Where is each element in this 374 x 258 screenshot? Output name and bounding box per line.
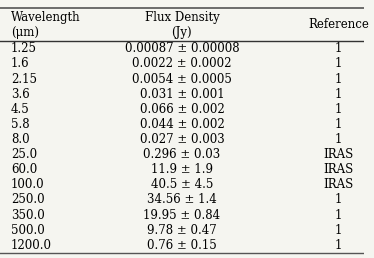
- Text: 1: 1: [335, 208, 342, 222]
- Text: 1: 1: [335, 133, 342, 146]
- Text: 0.0022 ± 0.0002: 0.0022 ± 0.0002: [132, 58, 232, 70]
- Text: 2.15: 2.15: [11, 72, 37, 86]
- Text: 0.027 ± 0.003: 0.027 ± 0.003: [140, 133, 224, 146]
- Text: 25.0: 25.0: [11, 148, 37, 161]
- Text: 1.25: 1.25: [11, 42, 37, 55]
- Text: 1: 1: [335, 72, 342, 86]
- Text: IRAS: IRAS: [323, 148, 353, 161]
- Text: 1: 1: [335, 118, 342, 131]
- Text: 0.0054 ± 0.0005: 0.0054 ± 0.0005: [132, 72, 232, 86]
- Text: 0.066 ± 0.002: 0.066 ± 0.002: [140, 103, 224, 116]
- Text: 1.6: 1.6: [11, 58, 30, 70]
- Text: 1: 1: [335, 224, 342, 237]
- Text: 1200.0: 1200.0: [11, 239, 52, 252]
- Text: 0.00087 ± 0.00008: 0.00087 ± 0.00008: [125, 42, 239, 55]
- Text: 0.296 ± 0.03: 0.296 ± 0.03: [143, 148, 221, 161]
- Text: 1: 1: [335, 42, 342, 55]
- Text: 500.0: 500.0: [11, 224, 45, 237]
- Text: 40.5 ± 4.5: 40.5 ± 4.5: [151, 178, 213, 191]
- Text: 0.031 ± 0.001: 0.031 ± 0.001: [140, 88, 224, 101]
- Text: 4.5: 4.5: [11, 103, 30, 116]
- Text: 250.0: 250.0: [11, 194, 45, 206]
- Text: 9.78 ± 0.47: 9.78 ± 0.47: [147, 224, 217, 237]
- Text: 60.0: 60.0: [11, 163, 37, 176]
- Text: 8.0: 8.0: [11, 133, 30, 146]
- Text: Wavelength
(μm): Wavelength (μm): [11, 11, 80, 38]
- Text: 34.56 ± 1.4: 34.56 ± 1.4: [147, 194, 217, 206]
- Text: 19.95 ± 0.84: 19.95 ± 0.84: [143, 208, 221, 222]
- Text: Reference: Reference: [308, 18, 369, 31]
- Text: 100.0: 100.0: [11, 178, 45, 191]
- Text: 1: 1: [335, 103, 342, 116]
- Text: Flux Density
(Jy): Flux Density (Jy): [144, 11, 219, 38]
- Text: 1: 1: [335, 88, 342, 101]
- Text: 5.8: 5.8: [11, 118, 30, 131]
- Text: 1: 1: [335, 239, 342, 252]
- Text: 3.6: 3.6: [11, 88, 30, 101]
- Text: 11.9 ± 1.9: 11.9 ± 1.9: [151, 163, 213, 176]
- Text: 350.0: 350.0: [11, 208, 45, 222]
- Text: IRAS: IRAS: [323, 178, 353, 191]
- Text: 1: 1: [335, 58, 342, 70]
- Text: 1: 1: [335, 194, 342, 206]
- Text: IRAS: IRAS: [323, 163, 353, 176]
- Text: 0.044 ± 0.002: 0.044 ± 0.002: [140, 118, 224, 131]
- Text: 0.76 ± 0.15: 0.76 ± 0.15: [147, 239, 217, 252]
